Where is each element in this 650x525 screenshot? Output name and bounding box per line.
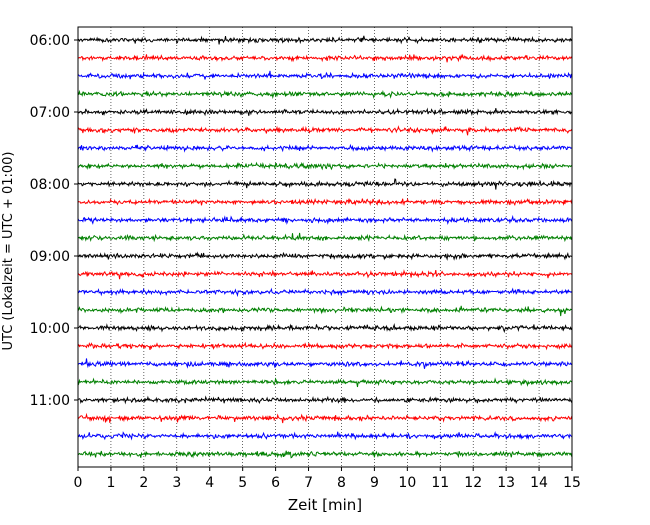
trace-line xyxy=(77,251,573,261)
trace-line xyxy=(77,125,573,136)
x-tick-layer: 0 1 2 3 4 5 6 7 8 9 10 11 12 13 14 15 xyxy=(74,467,581,491)
x-tick-label: 7 xyxy=(304,475,313,491)
x-tick-label: 0 xyxy=(74,475,83,491)
y-tick-label: 11:00 xyxy=(30,393,70,409)
y-tick-layer: 06:00 07:00 08:00 09:00 10:00 11:00 xyxy=(30,33,78,409)
plot-frame xyxy=(77,26,573,468)
trace-line xyxy=(77,35,573,45)
y-axis-label: UTC (Lokalzeit = UTC + 01:00) xyxy=(1,152,16,351)
trace-line xyxy=(77,269,573,280)
trace-line xyxy=(77,53,573,63)
trace-line xyxy=(77,214,573,225)
trace-line xyxy=(77,323,573,334)
trace-line xyxy=(77,161,573,171)
y-tick-label: 07:00 xyxy=(30,105,70,121)
trace-line xyxy=(77,178,573,190)
trace-line xyxy=(77,232,573,243)
x-tick-label: 11 xyxy=(431,475,449,491)
trace-line xyxy=(77,89,573,100)
trace-line xyxy=(77,358,573,369)
x-tick-label: 14 xyxy=(530,475,548,491)
x-tick-label: 10 xyxy=(398,475,416,491)
grid-layer xyxy=(110,27,540,467)
x-tick-label: 2 xyxy=(139,475,148,491)
x-tick-label: 4 xyxy=(205,475,214,491)
y-tick-label: 09:00 xyxy=(30,249,70,265)
y-tick-label: 08:00 xyxy=(30,177,70,193)
x-tick-label: 8 xyxy=(337,475,346,491)
trace-line xyxy=(77,395,573,405)
trace-layer xyxy=(77,35,573,459)
trace-line xyxy=(77,341,573,351)
trace-line xyxy=(77,450,573,459)
x-tick-label: 1 xyxy=(106,475,115,491)
y-tick-label: 10:00 xyxy=(30,321,70,337)
trace-line xyxy=(77,287,573,298)
trace-line xyxy=(77,377,573,388)
x-tick-label: 12 xyxy=(464,475,482,491)
trace-line xyxy=(77,197,573,207)
x-tick-label: 15 xyxy=(563,475,581,491)
x-tick-label: 5 xyxy=(238,475,247,491)
x-tick-label: 13 xyxy=(497,475,515,491)
trace-line xyxy=(77,305,573,317)
trace-line xyxy=(77,143,573,153)
x-tick-label: 9 xyxy=(370,475,379,491)
trace-line xyxy=(77,412,573,424)
trace-line xyxy=(77,70,573,80)
x-tick-label: 3 xyxy=(172,475,181,491)
y-tick-label: 06:00 xyxy=(30,33,70,49)
trace-line xyxy=(77,107,573,117)
x-axis-label: Zeit [min] xyxy=(288,496,362,514)
trace-line xyxy=(77,431,573,441)
x-tick-label: 6 xyxy=(271,475,280,491)
